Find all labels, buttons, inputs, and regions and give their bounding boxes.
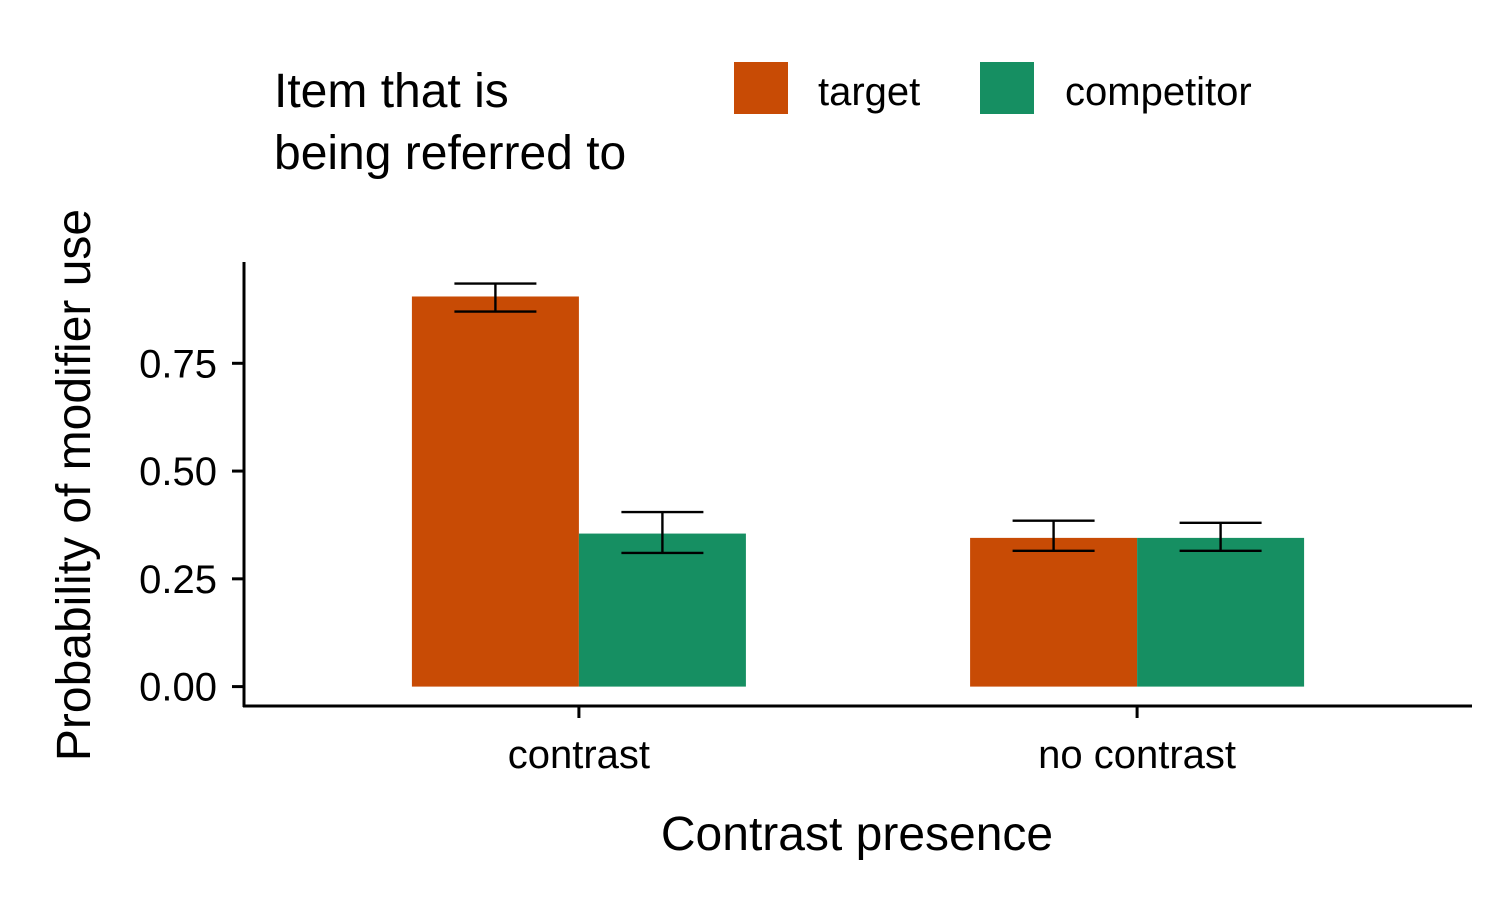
- y-tick-label: 0.50: [139, 450, 217, 494]
- y-axis: 0.00 0.25 0.50 0.75: [139, 262, 246, 710]
- y-tick-label: 0.25: [139, 558, 217, 602]
- error-bars-layer: [454, 282, 1262, 555]
- bar-competitor-no-contrast: [1137, 537, 1305, 687]
- x-axis-title: Contrast presence: [661, 808, 1053, 861]
- legend-title-line-2: being referred to: [274, 127, 626, 180]
- x-tick-label: contrast: [508, 733, 650, 777]
- legend-label-competitor: competitor: [1065, 70, 1252, 114]
- x-axis: contrast no contrast: [243, 704, 1472, 777]
- error-bar-target-contrast: [454, 282, 537, 313]
- error-bar-competitor-no-contrast: [1179, 521, 1262, 553]
- legend-label-target: target: [818, 70, 920, 114]
- error-bar-competitor-contrast: [621, 510, 704, 555]
- bars-layer: [411, 296, 1305, 687]
- bar-competitor-contrast: [578, 533, 746, 687]
- legend: Item that is being referred to target co…: [274, 62, 1252, 180]
- bar-target-contrast: [411, 296, 579, 687]
- x-ticks: contrast no contrast: [508, 706, 1236, 777]
- legend-swatch-competitor: [980, 62, 1034, 114]
- x-tick-label: no contrast: [1038, 733, 1236, 777]
- legend-title-line-1: Item that is: [274, 65, 509, 118]
- bar-target-no-contrast: [970, 537, 1138, 687]
- legend-swatch-target: [734, 62, 788, 114]
- y-tick-label: 0.00: [139, 666, 217, 710]
- y-ticks: 0.00 0.25 0.50 0.75: [139, 342, 244, 710]
- y-tick-label: 0.75: [139, 342, 217, 386]
- error-bar-target-no-contrast: [1012, 519, 1095, 553]
- y-axis-title: Probability of modifier use: [48, 209, 101, 761]
